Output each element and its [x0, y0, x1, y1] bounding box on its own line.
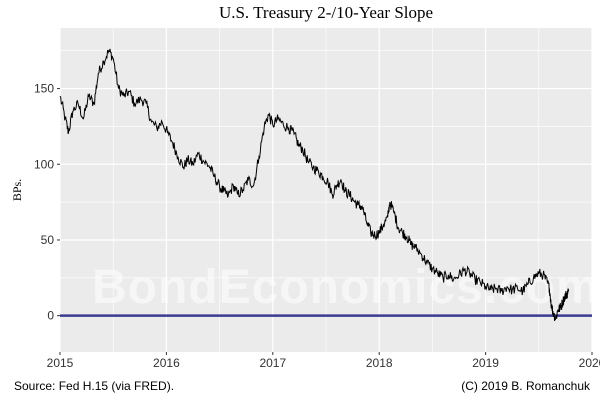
x-axis-ticks: 2015 2016 2017 2018 2019 2020	[47, 352, 600, 370]
plot-area: BondEconomics.com	[59, 28, 600, 352]
y-tick-label: 150	[34, 82, 54, 96]
source-caption: Source: Fed H.15 (via FRED).	[14, 379, 174, 393]
y-tick-label: 50	[41, 233, 55, 247]
x-tick-label: 2017	[259, 356, 286, 370]
grid-minor	[60, 28, 592, 352]
copyright-caption: (C) 2019 B. Romanchuk	[461, 379, 591, 393]
y-tick-label: 0	[47, 309, 54, 323]
x-tick-label: 2020	[579, 356, 600, 370]
x-tick-label: 2016	[153, 356, 180, 370]
watermark: BondEconomics.com	[92, 261, 600, 314]
y-axis-ticks: 0 50 100 150	[34, 82, 60, 323]
x-tick-label: 2019	[472, 356, 499, 370]
y-axis-label: BPs.	[10, 179, 24, 201]
y-tick-label: 100	[34, 157, 54, 171]
chart-title: U.S. Treasury 2-/10-Year Slope	[219, 3, 433, 22]
x-tick-label: 2015	[47, 356, 74, 370]
series-line-slope	[59, 48, 570, 321]
x-tick-label: 2018	[366, 356, 393, 370]
